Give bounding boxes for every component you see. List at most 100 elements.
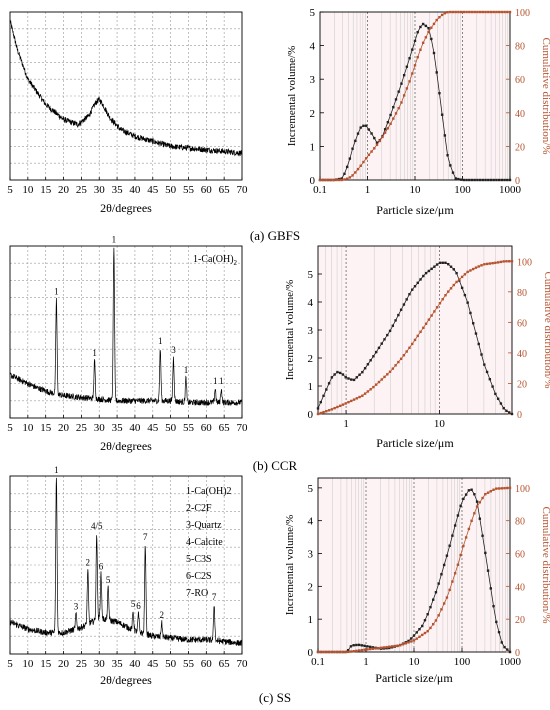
c-psd-cumulative-point — [492, 488, 495, 491]
b-psd-incremental-point — [338, 371, 342, 375]
a-psd-ytick-left-label: 2 — [310, 108, 316, 120]
c-psd-incremental-point — [432, 598, 435, 601]
b-psd-chart — [316, 245, 514, 416]
c-xrd-peak-label: 4/5 — [91, 521, 103, 531]
b-psd-cumulative-point — [494, 261, 497, 265]
a-psd-cumulative-point — [443, 12, 447, 15]
c-psd-incremental-point — [371, 646, 375, 649]
b-xrd-legend-text: 1-Ca(OH) — [193, 254, 234, 265]
c-psd-cumulative-point — [481, 496, 484, 500]
b-psd-incremental-point — [485, 370, 489, 374]
b-psd-cumulative-point — [458, 278, 461, 281]
a-psd-cumulative-point — [332, 178, 335, 182]
c-psd-incremental-point — [437, 582, 440, 585]
c-xrd-legend-item: 5-C3S — [186, 554, 212, 565]
b-psd-xlabel: Particle size/μm — [376, 436, 454, 450]
a-psd-ytick-left-label: 0 — [310, 175, 316, 187]
c-xrd-xtick-label: 45 — [147, 658, 159, 670]
c-psd-cumulative-point — [448, 588, 451, 592]
a-xrd-xtick-label: 40 — [129, 184, 141, 196]
b-psd-cumulative-point — [336, 405, 339, 409]
a-psd-chart — [318, 10, 512, 182]
a-psd-incremental-point — [386, 120, 390, 124]
a-psd-cumulative-point — [503, 10, 506, 14]
b-xrd-xtick-label: 15 — [40, 422, 52, 434]
b-psd-incremental-point — [322, 394, 325, 397]
b-psd-incremental-point — [494, 392, 497, 396]
a-psd-cumulative-point — [500, 10, 504, 14]
b-psd-cumulative-point — [388, 370, 392, 373]
c-xrd-peak-label: 2 — [159, 610, 164, 620]
b-psd-incremental-point — [394, 319, 397, 322]
b-psd-cumulative-point — [341, 403, 345, 406]
b-psd-incremental-point — [435, 263, 439, 266]
b-psd-incremental-point — [316, 407, 320, 410]
a-psd-incremental-point — [389, 113, 392, 117]
c-psd-chart — [316, 477, 512, 654]
a-psd-cumulative-point — [459, 10, 463, 14]
b-psd-incremental-point — [508, 411, 511, 414]
b-psd-cumulative-point — [399, 357, 403, 361]
a-psd-incremental-point — [484, 178, 487, 182]
b-psd-cumulative-point — [383, 375, 386, 379]
c-psd-cumulative-point — [357, 649, 361, 652]
b-psd-incremental-point — [422, 274, 425, 278]
c-xrd-legend-item: 6-C2S — [186, 571, 212, 582]
a-psd-cumulative-point — [446, 11, 449, 14]
c-psd-ytick-left-label: 5 — [308, 483, 314, 495]
c-psd-cumulative-point — [407, 641, 410, 644]
c-psd-ytick-right-label: 60 — [515, 550, 525, 561]
c-psd-cumulative-point — [412, 639, 416, 642]
b-psd-cumulative-point — [469, 269, 472, 272]
b-psd-cumulative-point — [330, 408, 334, 411]
a-xrd-chart — [9, 11, 243, 181]
c-xrd-xtick-label: 25 — [76, 658, 88, 670]
a-xrd-xtick-label: 5 — [7, 184, 13, 196]
a-psd-incremental-point — [503, 178, 506, 182]
c-xrd-peak-label: 3 — [74, 602, 79, 612]
b-psd-cumulative-point — [419, 330, 422, 334]
b-psd-cumulative-point — [369, 388, 372, 391]
c-psd-incremental-point — [489, 587, 492, 590]
b-psd-incremental-point — [336, 370, 339, 374]
b-psd-ytick-left-label: 2 — [308, 353, 314, 365]
c-psd-cumulative-point — [453, 572, 457, 575]
a-psd-incremental-point — [497, 178, 501, 182]
b-psd-incremental-point — [483, 363, 486, 366]
b-xrd-xtick-label: 65 — [219, 422, 231, 434]
b-psd-cumulative-point — [424, 322, 428, 325]
b-xrd-xtick-label: 50 — [165, 422, 177, 434]
a-psd-ytick-left-label: 1 — [310, 141, 316, 153]
a-psd-cumulative-point — [430, 26, 433, 29]
b-psd-incremental-point — [463, 293, 467, 297]
a-psd-incremental-point — [370, 132, 373, 135]
caption-b: (b) CCR — [0, 458, 550, 474]
b-psd-ytick-right-label: 40 — [517, 349, 527, 360]
b-psd-ytick-left-label: 5 — [308, 269, 314, 281]
c-psd-cumulative-point — [508, 486, 512, 490]
c-psd-cumulative-point — [506, 486, 509, 490]
b-psd-ytick-left-label: 4 — [308, 297, 314, 309]
c-psd-cumulative-point — [404, 642, 407, 645]
a-psd-incremental-point — [500, 178, 504, 182]
b-psd-incremental-point — [510, 412, 514, 416]
c-psd-ytick-left-label: 1 — [308, 614, 314, 626]
b-psd-incremental-point — [325, 388, 328, 391]
a-psd-cumulative-point — [375, 143, 379, 146]
c-psd-cumulative-point — [371, 647, 375, 650]
c-psd-xtick-label: 1000 — [499, 656, 522, 668]
a-psd-cumulative-point — [476, 10, 479, 14]
a-psd-cumulative-point — [427, 30, 430, 34]
c-psd-cumulative-point — [385, 645, 388, 649]
c-psd-incremental-point — [366, 645, 369, 648]
a-psd-cumulative-point — [343, 178, 346, 181]
c-psd-cumulative-point — [429, 626, 432, 630]
b-xrd-xtick-label: 20 — [58, 422, 70, 434]
c-psd-cumulative-point — [336, 650, 339, 654]
c-psd-xtick-label: 0.1 — [311, 656, 325, 668]
b-xrd-legend-subscript: 2 — [234, 259, 238, 267]
a-psd-ytick-left-label: 4 — [310, 41, 316, 53]
b-psd-plot-bg — [318, 246, 512, 414]
c-psd-cumulative-point — [415, 637, 418, 640]
